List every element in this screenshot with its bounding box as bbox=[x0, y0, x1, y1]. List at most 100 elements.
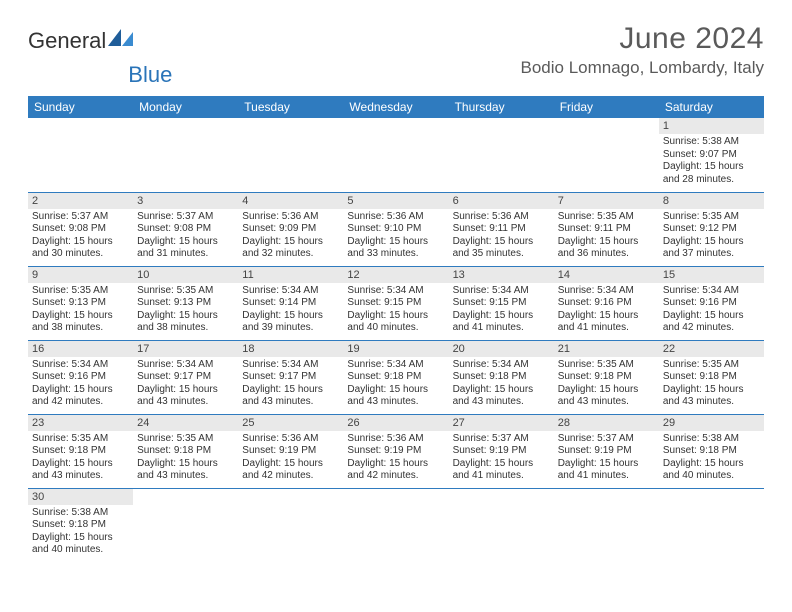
day-details: Sunrise: 5:37 AMSunset: 9:08 PMDaylight:… bbox=[133, 209, 238, 263]
calendar-day-cell: 13Sunrise: 5:34 AMSunset: 9:15 PMDayligh… bbox=[449, 266, 554, 340]
sunset-text: Sunset: 9:19 PM bbox=[558, 445, 655, 458]
daylight-text: Daylight: 15 hours and 31 minutes. bbox=[137, 236, 234, 261]
calendar-day-cell bbox=[238, 488, 343, 562]
day-number: 23 bbox=[28, 415, 133, 431]
day-number: 17 bbox=[133, 341, 238, 357]
calendar-day-cell bbox=[449, 488, 554, 562]
calendar-day-cell: 5Sunrise: 5:36 AMSunset: 9:10 PMDaylight… bbox=[343, 192, 448, 266]
month-title: June 2024 bbox=[521, 22, 765, 56]
sunrise-text: Sunrise: 5:34 AM bbox=[32, 359, 129, 372]
sunset-text: Sunset: 9:19 PM bbox=[242, 445, 339, 458]
daylight-text: Daylight: 15 hours and 38 minutes. bbox=[32, 310, 129, 335]
daylight-text: Daylight: 15 hours and 41 minutes. bbox=[558, 310, 655, 335]
calendar-day-cell: 25Sunrise: 5:36 AMSunset: 9:19 PMDayligh… bbox=[238, 414, 343, 488]
day-number: 7 bbox=[554, 193, 659, 209]
title-block: June 2024 Bodio Lomnago, Lombardy, Italy bbox=[521, 22, 765, 78]
day-details: Sunrise: 5:34 AMSunset: 9:17 PMDaylight:… bbox=[133, 357, 238, 411]
daylight-text: Daylight: 15 hours and 37 minutes. bbox=[663, 236, 760, 261]
sunset-text: Sunset: 9:09 PM bbox=[242, 223, 339, 236]
day-details: Sunrise: 5:36 AMSunset: 9:11 PMDaylight:… bbox=[449, 209, 554, 263]
day-details: Sunrise: 5:35 AMSunset: 9:13 PMDaylight:… bbox=[28, 283, 133, 337]
day-number: 29 bbox=[659, 415, 764, 431]
sunset-text: Sunset: 9:18 PM bbox=[663, 371, 760, 384]
calendar-day-cell: 21Sunrise: 5:35 AMSunset: 9:18 PMDayligh… bbox=[554, 340, 659, 414]
calendar-day-cell: 29Sunrise: 5:38 AMSunset: 9:18 PMDayligh… bbox=[659, 414, 764, 488]
sunset-text: Sunset: 9:15 PM bbox=[347, 297, 444, 310]
calendar-day-cell: 12Sunrise: 5:34 AMSunset: 9:15 PMDayligh… bbox=[343, 266, 448, 340]
day-details: Sunrise: 5:36 AMSunset: 9:10 PMDaylight:… bbox=[343, 209, 448, 263]
sunset-text: Sunset: 9:18 PM bbox=[137, 445, 234, 458]
sunset-text: Sunset: 9:08 PM bbox=[32, 223, 129, 236]
day-number: 25 bbox=[238, 415, 343, 431]
sunrise-text: Sunrise: 5:35 AM bbox=[663, 211, 760, 224]
calendar-day-cell: 15Sunrise: 5:34 AMSunset: 9:16 PMDayligh… bbox=[659, 266, 764, 340]
daylight-text: Daylight: 15 hours and 43 minutes. bbox=[137, 384, 234, 409]
day-number: 15 bbox=[659, 267, 764, 283]
sunset-text: Sunset: 9:18 PM bbox=[32, 519, 129, 532]
calendar-day-cell: 3Sunrise: 5:37 AMSunset: 9:08 PMDaylight… bbox=[133, 192, 238, 266]
logo: General bbox=[28, 28, 134, 54]
day-details: Sunrise: 5:36 AMSunset: 9:09 PMDaylight:… bbox=[238, 209, 343, 263]
sunset-text: Sunset: 9:18 PM bbox=[32, 445, 129, 458]
calendar-day-cell: 20Sunrise: 5:34 AMSunset: 9:18 PMDayligh… bbox=[449, 340, 554, 414]
sunset-text: Sunset: 9:13 PM bbox=[137, 297, 234, 310]
sunrise-text: Sunrise: 5:38 AM bbox=[663, 136, 760, 149]
day-number: 6 bbox=[449, 193, 554, 209]
day-details: Sunrise: 5:37 AMSunset: 9:19 PMDaylight:… bbox=[449, 431, 554, 485]
sunrise-text: Sunrise: 5:35 AM bbox=[558, 359, 655, 372]
calendar-week-row: 23Sunrise: 5:35 AMSunset: 9:18 PMDayligh… bbox=[28, 414, 764, 488]
calendar-week-row: 30Sunrise: 5:38 AMSunset: 9:18 PMDayligh… bbox=[28, 488, 764, 562]
sunset-text: Sunset: 9:18 PM bbox=[453, 371, 550, 384]
day-number: 3 bbox=[133, 193, 238, 209]
day-number: 18 bbox=[238, 341, 343, 357]
sunrise-text: Sunrise: 5:34 AM bbox=[242, 359, 339, 372]
daylight-text: Daylight: 15 hours and 43 minutes. bbox=[32, 458, 129, 483]
day-number: 9 bbox=[28, 267, 133, 283]
calendar-day-cell: 22Sunrise: 5:35 AMSunset: 9:18 PMDayligh… bbox=[659, 340, 764, 414]
sunset-text: Sunset: 9:14 PM bbox=[242, 297, 339, 310]
day-number: 28 bbox=[554, 415, 659, 431]
daylight-text: Daylight: 15 hours and 35 minutes. bbox=[453, 236, 550, 261]
sunset-text: Sunset: 9:11 PM bbox=[558, 223, 655, 236]
day-details: Sunrise: 5:34 AMSunset: 9:18 PMDaylight:… bbox=[449, 357, 554, 411]
weekday-fri: Friday bbox=[554, 96, 659, 118]
calendar-day-cell bbox=[449, 118, 554, 192]
day-details: Sunrise: 5:34 AMSunset: 9:16 PMDaylight:… bbox=[554, 283, 659, 337]
weekday-sat: Saturday bbox=[659, 96, 764, 118]
daylight-text: Daylight: 15 hours and 30 minutes. bbox=[32, 236, 129, 261]
calendar-day-cell bbox=[554, 118, 659, 192]
calendar-week-row: 1Sunrise: 5:38 AMSunset: 9:07 PMDaylight… bbox=[28, 118, 764, 192]
calendar-day-cell: 14Sunrise: 5:34 AMSunset: 9:16 PMDayligh… bbox=[554, 266, 659, 340]
day-details: Sunrise: 5:34 AMSunset: 9:14 PMDaylight:… bbox=[238, 283, 343, 337]
day-details: Sunrise: 5:35 AMSunset: 9:18 PMDaylight:… bbox=[133, 431, 238, 485]
calendar-day-cell: 18Sunrise: 5:34 AMSunset: 9:17 PMDayligh… bbox=[238, 340, 343, 414]
day-number: 16 bbox=[28, 341, 133, 357]
calendar-body: 1Sunrise: 5:38 AMSunset: 9:07 PMDaylight… bbox=[28, 118, 764, 562]
sunrise-text: Sunrise: 5:38 AM bbox=[663, 433, 760, 446]
sunset-text: Sunset: 9:10 PM bbox=[347, 223, 444, 236]
sunset-text: Sunset: 9:17 PM bbox=[242, 371, 339, 384]
calendar-day-cell: 1Sunrise: 5:38 AMSunset: 9:07 PMDaylight… bbox=[659, 118, 764, 192]
day-details: Sunrise: 5:34 AMSunset: 9:15 PMDaylight:… bbox=[449, 283, 554, 337]
daylight-text: Daylight: 15 hours and 43 minutes. bbox=[453, 384, 550, 409]
day-details: Sunrise: 5:34 AMSunset: 9:15 PMDaylight:… bbox=[343, 283, 448, 337]
day-details: Sunrise: 5:35 AMSunset: 9:11 PMDaylight:… bbox=[554, 209, 659, 263]
day-number: 8 bbox=[659, 193, 764, 209]
sunrise-text: Sunrise: 5:34 AM bbox=[242, 285, 339, 298]
sunrise-text: Sunrise: 5:35 AM bbox=[663, 359, 760, 372]
day-details: Sunrise: 5:38 AMSunset: 9:07 PMDaylight:… bbox=[659, 134, 764, 188]
calendar-day-cell: 30Sunrise: 5:38 AMSunset: 9:18 PMDayligh… bbox=[28, 488, 133, 562]
sunrise-text: Sunrise: 5:37 AM bbox=[453, 433, 550, 446]
daylight-text: Daylight: 15 hours and 41 minutes. bbox=[558, 458, 655, 483]
sunrise-text: Sunrise: 5:34 AM bbox=[453, 359, 550, 372]
calendar-day-cell: 16Sunrise: 5:34 AMSunset: 9:16 PMDayligh… bbox=[28, 340, 133, 414]
day-number: 27 bbox=[449, 415, 554, 431]
sunrise-text: Sunrise: 5:37 AM bbox=[558, 433, 655, 446]
sunrise-text: Sunrise: 5:35 AM bbox=[137, 433, 234, 446]
day-number: 26 bbox=[343, 415, 448, 431]
calendar-day-cell: 24Sunrise: 5:35 AMSunset: 9:18 PMDayligh… bbox=[133, 414, 238, 488]
day-number: 19 bbox=[343, 341, 448, 357]
sunset-text: Sunset: 9:19 PM bbox=[453, 445, 550, 458]
sunset-text: Sunset: 9:15 PM bbox=[453, 297, 550, 310]
daylight-text: Daylight: 15 hours and 43 minutes. bbox=[137, 458, 234, 483]
